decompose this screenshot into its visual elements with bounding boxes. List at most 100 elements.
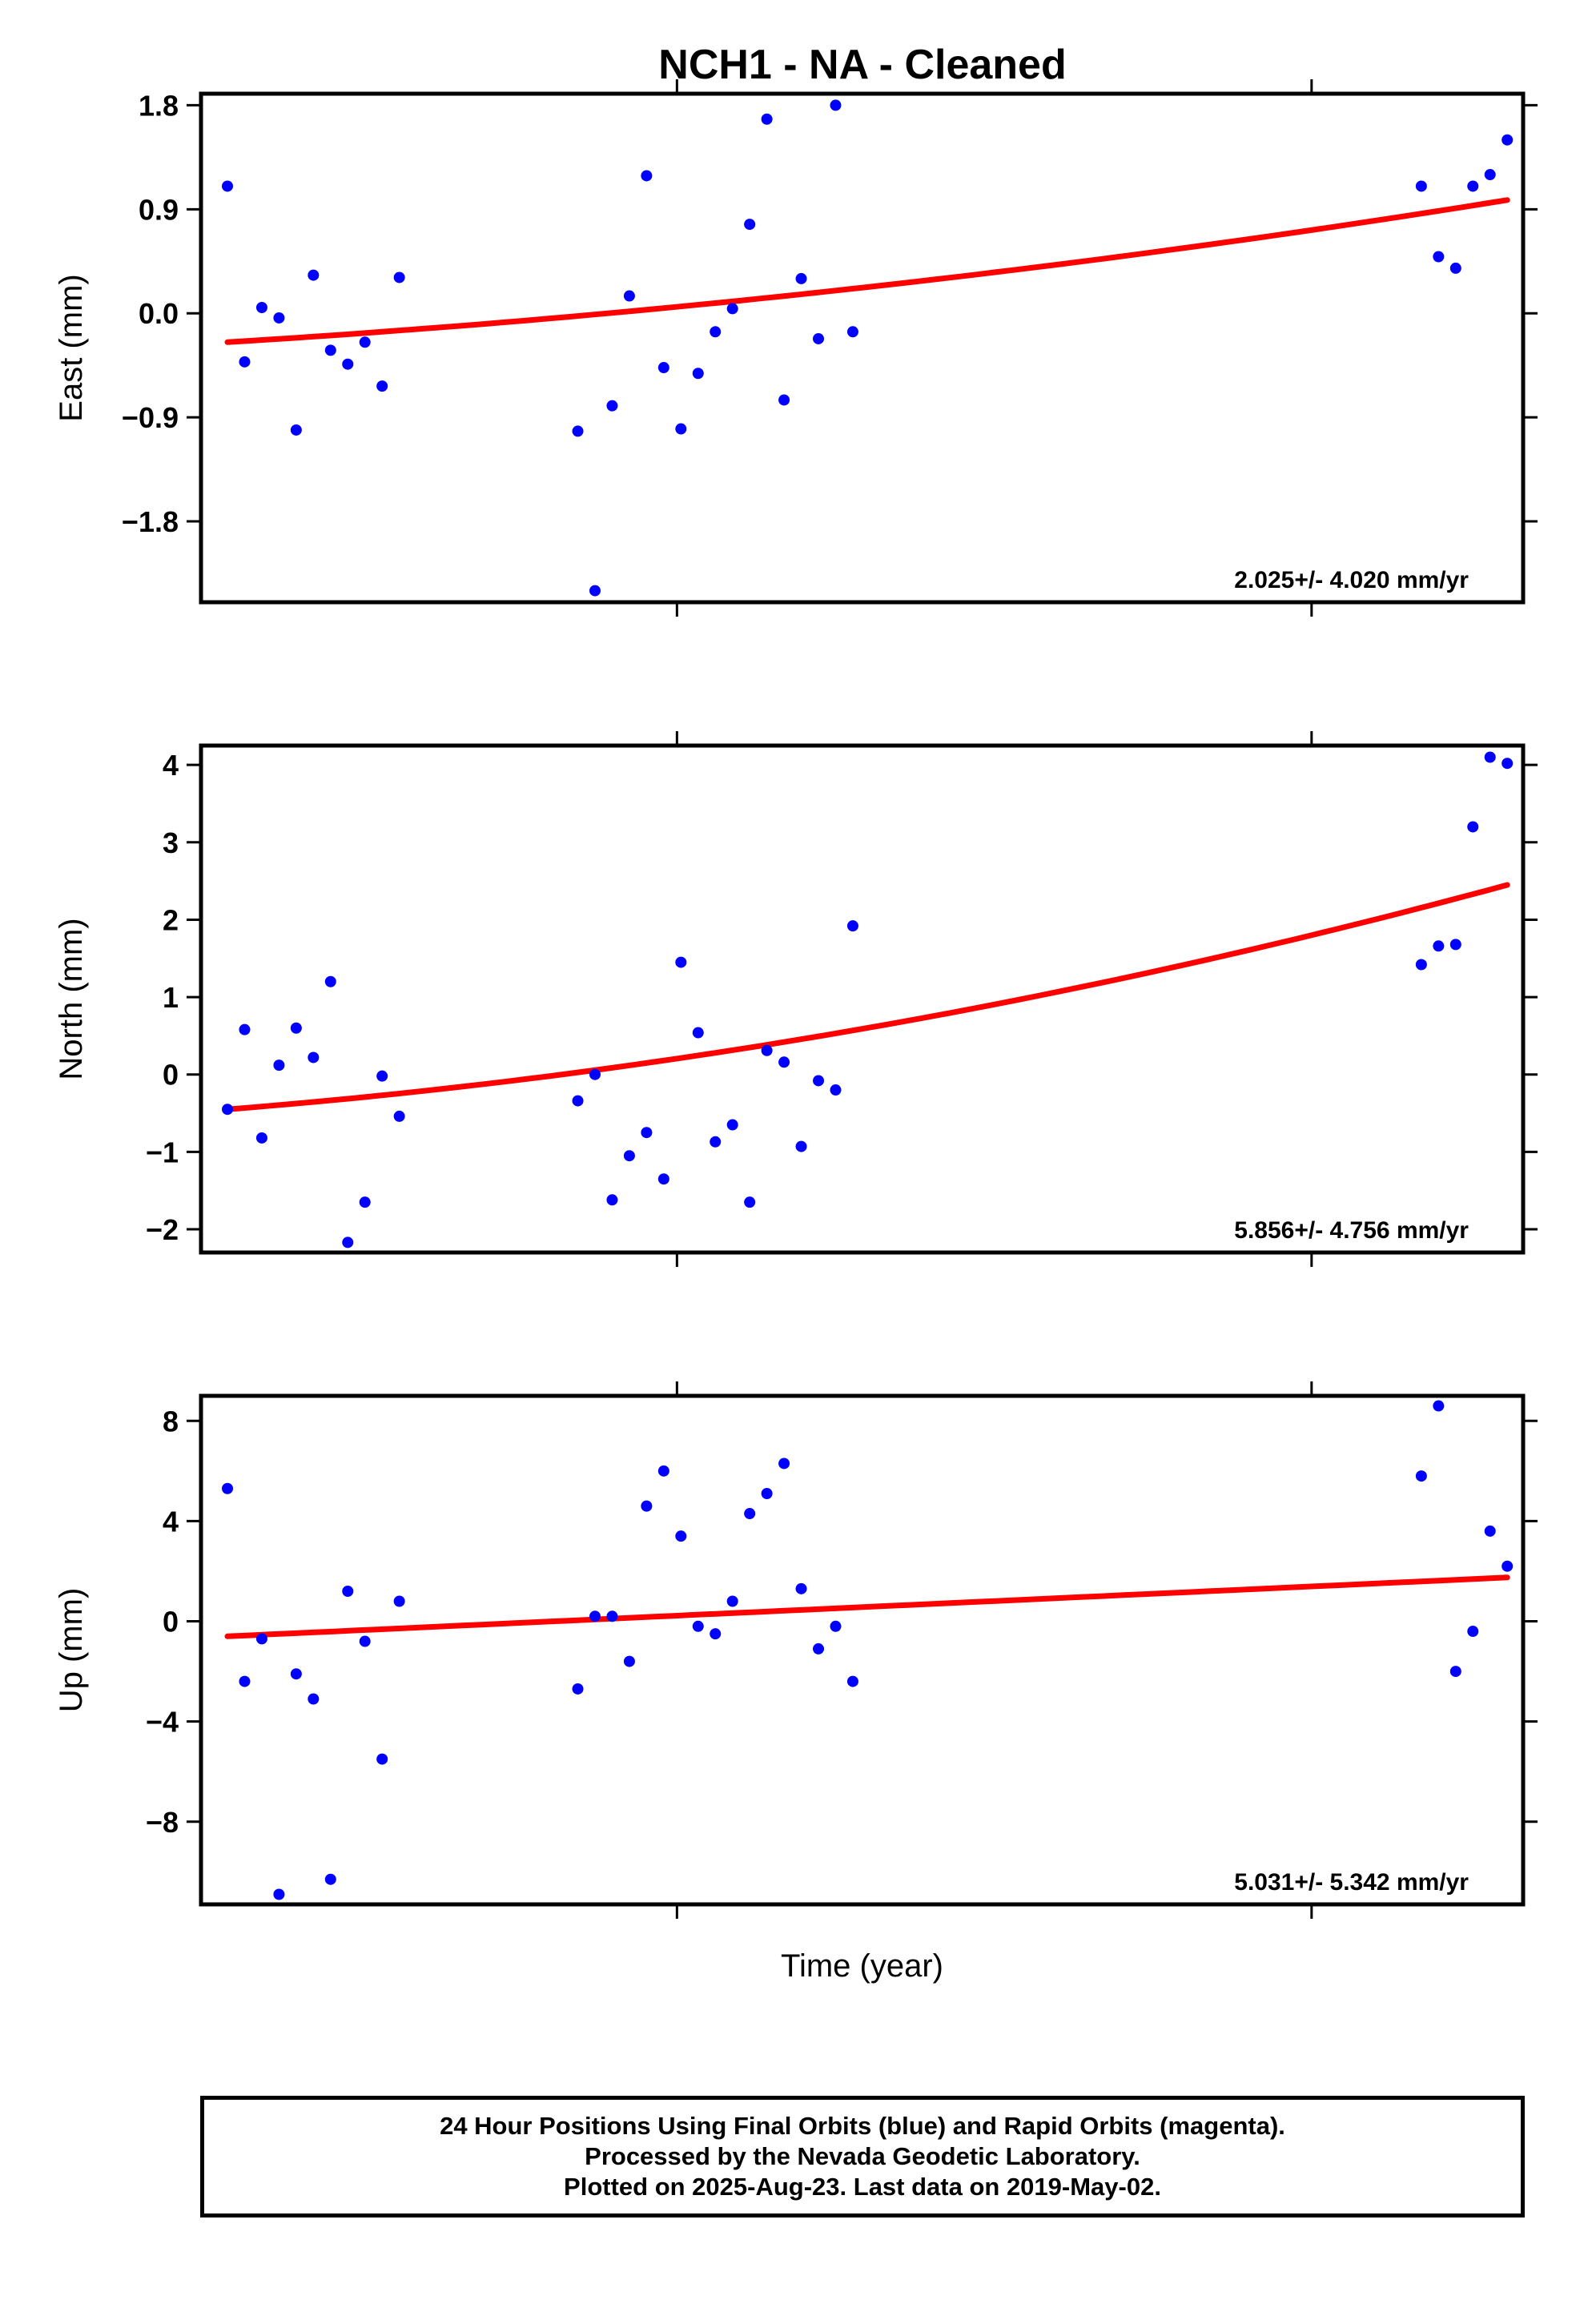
up-data-point (393, 1595, 405, 1607)
east-data-point (1467, 180, 1479, 192)
footer-line-3: Plotted on 2025-Aug-23. Last data on 201… (564, 2173, 1161, 2201)
panels: 1.8 0.9 0.0 −0.9 −1.8 East (mm) 2.025+/- 4.020… (54, 79, 1538, 1984)
up-data-point (623, 1655, 635, 1667)
east-data-point (692, 368, 704, 380)
east-data-point (606, 400, 618, 412)
east-data-point (589, 585, 601, 597)
up-data-point (641, 1500, 653, 1512)
north-data-point (273, 1059, 285, 1072)
east-data-point (324, 344, 336, 356)
chart-title: NCH1 - NA - Cleaned (658, 42, 1066, 88)
east-data-point (795, 272, 807, 284)
east-ytick-label: −1.8 (122, 505, 179, 538)
up-data-point (324, 1873, 336, 1885)
north-data-point (692, 1027, 704, 1039)
east-ytick-label: −0.9 (122, 401, 179, 434)
up-data-point (710, 1628, 722, 1640)
north-data-point (761, 1044, 773, 1056)
up-data-point (1449, 1666, 1461, 1678)
north-ytick-label: 2 (163, 903, 179, 936)
north-data-point (1502, 758, 1514, 770)
up-data-point (606, 1610, 618, 1622)
up-data-point (239, 1675, 251, 1687)
east-data-point (1502, 134, 1514, 146)
up-ytick-label: −8 (146, 1806, 179, 1839)
east-data-point (290, 424, 302, 436)
east-data-point (308, 269, 320, 281)
east-ylabel: East (mm) (54, 274, 89, 421)
up-data-point (255, 1633, 267, 1645)
north-rate-label: 5.856+/- 4.756 mm/yr (1234, 1217, 1469, 1244)
up-data-point (692, 1620, 704, 1632)
north-data-point (675, 956, 687, 968)
north-data-point (778, 1056, 790, 1068)
up-data-point (1467, 1626, 1479, 1638)
up-data-point (376, 1753, 388, 1765)
up-data-point (795, 1582, 807, 1594)
east-ytick-label: 0.0 (139, 297, 179, 330)
east-data-point (641, 170, 653, 182)
north-data-point (255, 1132, 267, 1144)
up-data-point (359, 1635, 371, 1647)
north-panel: 4 3 2 1 0 −1 −2 North (mm) 5.856+/- 4.756 mm/yr (54, 731, 1538, 1267)
north-ytick-label: −2 (146, 1213, 179, 1246)
north-data-point (308, 1051, 320, 1063)
east-data-point (572, 425, 584, 437)
up-data-point (761, 1487, 773, 1499)
footer-line-2: Processed by the Nevada Geodetic Laborat… (585, 2142, 1140, 2170)
north-data-point (290, 1022, 302, 1034)
north-plot-area (222, 751, 1514, 1248)
up-data-point (813, 1642, 825, 1655)
up-ytick-label: 0 (163, 1606, 179, 1638)
footer-box: 24 Hour Positions Using Final Orbits (bl… (200, 2096, 1525, 2217)
up-data-point (273, 1888, 285, 1900)
north-data-point (1415, 959, 1427, 971)
up-data-point (830, 1620, 842, 1632)
north-data-point (641, 1127, 653, 1139)
north-data-point (572, 1095, 584, 1107)
up-plot-frame (199, 1393, 1526, 1907)
east-data-point (623, 290, 635, 302)
east-data-point (657, 362, 669, 374)
up-ytick-label: 4 (163, 1505, 179, 1538)
up-xlabel: Time (year) (781, 1948, 943, 1984)
east-data-point (393, 271, 405, 283)
east-data-point (1415, 180, 1427, 192)
east-data-point (222, 180, 234, 192)
east-data-point (761, 113, 773, 125)
east-data-point (675, 423, 687, 435)
north-data-point (1449, 939, 1461, 951)
up-data-point (726, 1595, 738, 1607)
up-fit-line (224, 1574, 1510, 1639)
up-data-point (657, 1465, 669, 1477)
east-data-point (359, 336, 371, 348)
north-data-point (846, 920, 858, 932)
up-rate-label: 5.031+/- 5.342 mm/yr (1234, 1869, 1469, 1896)
up-plot-area (222, 1400, 1514, 1900)
east-data-point (1433, 251, 1445, 263)
east-data-point (710, 326, 722, 338)
east-fit-line (224, 197, 1510, 345)
north-data-point (657, 1173, 669, 1185)
up-data-point (1484, 1525, 1496, 1537)
east-data-point (273, 312, 285, 324)
north-data-point (710, 1136, 722, 1148)
east-plot-frame (199, 91, 1526, 605)
east-panel: 1.8 0.9 0.0 −0.9 −1.8 East (mm) 2.025+/- 4.020… (54, 79, 1538, 617)
north-fit-line (224, 882, 1510, 1112)
north-data-point (744, 1196, 756, 1208)
up-data-point (290, 1668, 302, 1680)
up-data-point (846, 1675, 858, 1687)
north-data-point (1467, 821, 1479, 833)
north-data-point (795, 1140, 807, 1152)
east-data-point (1449, 262, 1461, 274)
north-data-point (606, 1194, 618, 1206)
north-data-point (830, 1084, 842, 1096)
north-ytick-label: 3 (163, 826, 179, 859)
north-data-point (239, 1023, 251, 1035)
east-data-point (744, 219, 756, 231)
north-ytick-label: −1 (146, 1136, 179, 1168)
east-ytick-label: 0.9 (139, 193, 179, 226)
north-data-point (589, 1068, 601, 1080)
